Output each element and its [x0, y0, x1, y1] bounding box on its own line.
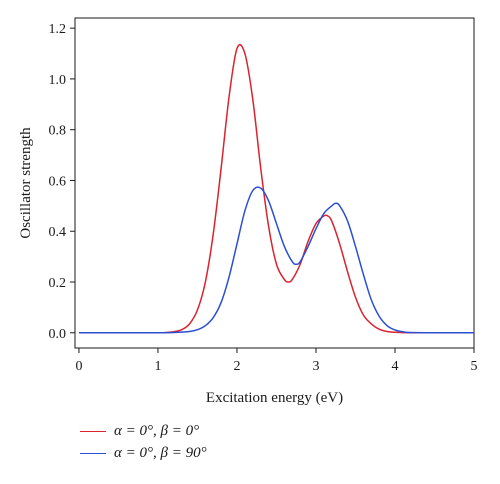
legend-item-red: α = 0°, β = 0°: [80, 420, 207, 442]
series-line-1: [78, 186, 475, 334]
y-tick-label: 1.2: [49, 22, 67, 37]
legend-swatch-red: [80, 430, 106, 432]
x-axis-label: Excitation energy (eV): [206, 390, 343, 406]
x-tick-label: 4: [391, 359, 398, 374]
legend-label-red: α = 0°, β = 0°: [114, 422, 200, 439]
legend-swatch-blue: [80, 452, 106, 454]
x-tick-label: 1: [154, 359, 161, 374]
legend-label-blue: α = 0°, β = 90°: [114, 444, 207, 461]
x-tick-label: 0: [75, 359, 82, 374]
series-line-0: [78, 43, 474, 334]
x-tick-label: 3: [312, 359, 319, 374]
x-tick-label: 2: [233, 359, 240, 374]
y-tick-label: 0.0: [49, 327, 67, 342]
x-tick-label: 5: [471, 359, 478, 374]
legend: α = 0°, β = 0° α = 0°, β = 90°: [80, 420, 207, 464]
y-tick-label: 0.4: [49, 225, 67, 240]
axis-layer: 0 1 2 3 4 5 0.0 0.2 0.4 0.6 0.8 1.0 1.2: [49, 22, 478, 374]
y-tick-label: 0.6: [49, 174, 67, 189]
y-axis-label: Oscillator strength: [18, 127, 34, 239]
y-tick-label: 0.2: [49, 276, 67, 291]
legend-item-blue: α = 0°, β = 90°: [80, 442, 207, 464]
y-tick-label: 0.8: [49, 124, 67, 139]
series-layer: [78, 43, 475, 334]
plot-frame: [74, 17, 475, 349]
y-tick-label: 1.0: [49, 73, 67, 88]
